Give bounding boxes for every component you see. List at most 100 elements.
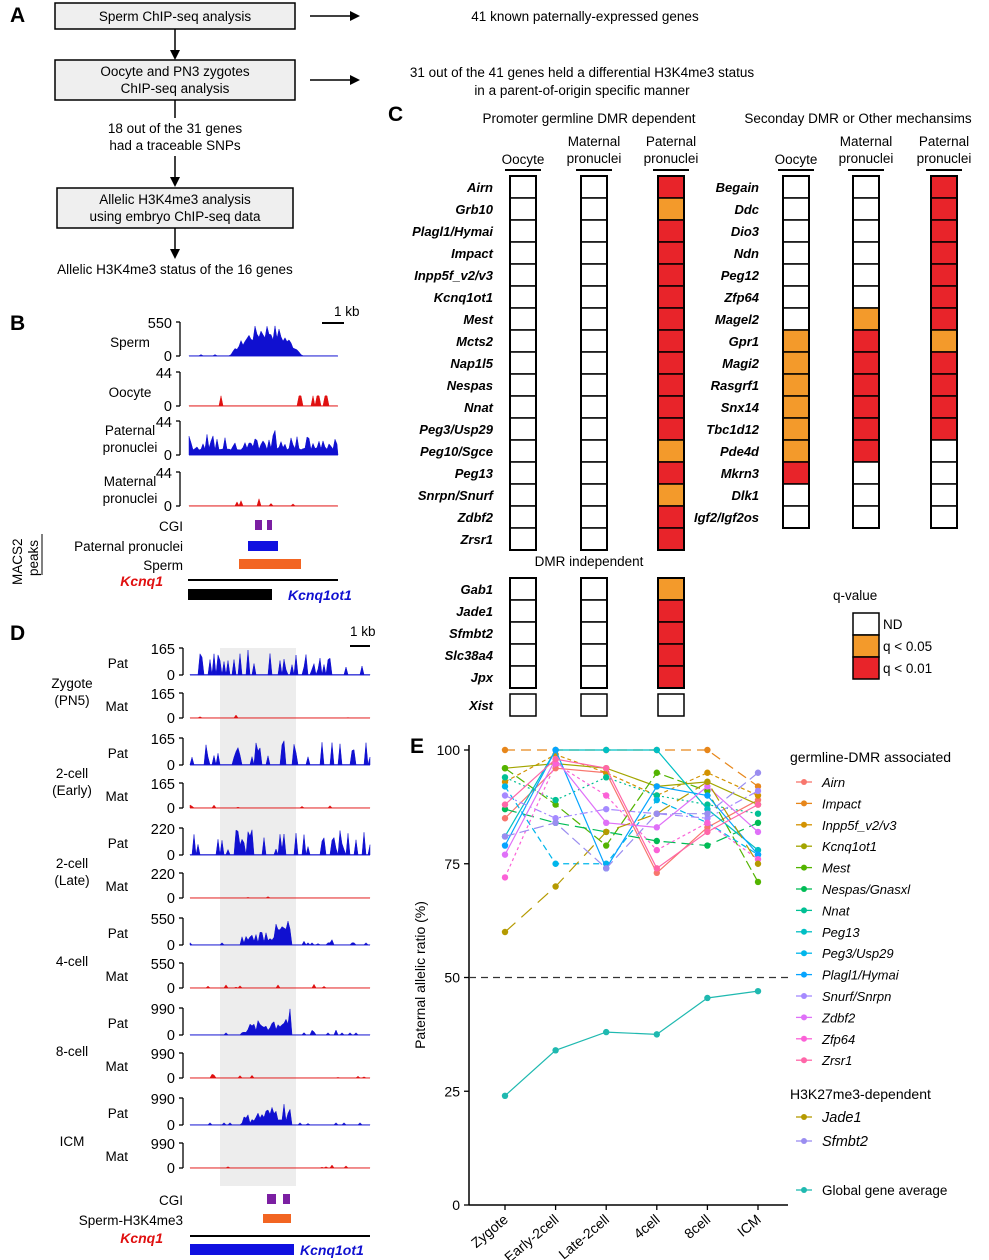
e-point-0-3	[653, 869, 660, 877]
c-right-maternal-cell-15	[852, 505, 880, 529]
c-left-oocyte-cell-6	[509, 307, 537, 331]
c-indep-oocyte-cell-2	[509, 621, 537, 645]
e-point-4-1	[552, 801, 559, 808]
d-stage-5-mat-max: 990	[151, 1137, 175, 1153]
c-left-oocyte-cell-10	[509, 395, 537, 419]
e-legend-label-5: Nespas/Gnasxl	[822, 882, 911, 897]
c-left-paternal-cell-5	[657, 285, 685, 309]
c-right-gene-4: Peg12	[721, 268, 760, 283]
c-indep-gene-1: Jade1	[456, 604, 493, 619]
d-stage-5-mat-min: 0	[167, 1161, 175, 1177]
c-right-maternal-outline	[852, 175, 880, 529]
flow-box-3-text-l2: using embryo ChIP-seq data	[89, 209, 261, 224]
e-point-8-3	[653, 796, 660, 804]
e-series-line-12	[504, 762, 759, 878]
flow-box-2-text-l1: Oocyte and PN3 zygotes	[100, 64, 250, 79]
e-point-2-4	[704, 769, 711, 776]
d-stage-0-pat-signal	[189, 649, 371, 676]
d-stage-2-pat-signal	[189, 829, 371, 856]
c-right-gene-7: Gpr1	[729, 334, 759, 349]
b-track-3-max: 44	[156, 466, 172, 482]
d-stage-0-name-l1: Zygote	[51, 676, 92, 691]
c-right-gene-2: Dio3	[731, 224, 760, 239]
panel-a: A Sperm ChIP-seq analysis 41 known pater…	[10, 2, 754, 277]
e-point-4-3	[653, 769, 660, 776]
e-legend-dot-4	[801, 864, 807, 871]
c-xist-oocyte-cell	[509, 693, 537, 717]
c-right-paternal-cell-3	[930, 241, 958, 265]
flow-box-2-text-l2: ChIP-seq analysis	[121, 81, 230, 96]
e-point-4-2	[603, 842, 610, 849]
d-stage-3-mat-label: Mat	[105, 969, 128, 984]
c-xist-maternal-cell	[580, 693, 608, 717]
e-point-15-0	[501, 833, 509, 840]
e-legend-label-9: Plagl1/Hymai	[822, 968, 900, 983]
e-legend-label-14: Jade1	[821, 1110, 862, 1126]
c-left-oocyte-cell-7	[509, 329, 537, 353]
b-peak-sperm	[239, 559, 301, 569]
d-stage-0-pat-min: 0	[167, 668, 175, 684]
d-stage-1-name-l1: 2-cell	[56, 766, 88, 781]
c-xist-paternal-cell	[657, 693, 685, 717]
c-right-paternal-cell-5	[930, 285, 958, 309]
c-left-gene-15: Zdbf2	[457, 510, 494, 525]
d-stage-5-pat-min: 0	[167, 1118, 175, 1134]
c-left-maternal-outline	[580, 175, 608, 551]
e-series-line-1	[505, 749, 759, 787]
c-legend-title: q-value	[833, 588, 877, 603]
e-legend-label-1: Impact	[822, 796, 862, 811]
c-left-oocyte-cell-8	[509, 351, 537, 375]
d-stage-2-name-l1: 2-cell	[56, 856, 88, 871]
e-point-7-5	[754, 846, 762, 854]
e-point-7-4	[704, 805, 711, 813]
e-point-14-4	[704, 778, 711, 786]
e-point-0-5	[754, 796, 762, 804]
panel-a-label: A	[10, 4, 25, 27]
d-stage-4-pat-label: Pat	[108, 1016, 129, 1031]
e-point-13-1	[552, 755, 559, 763]
d-stage-0-mat-max: 165	[151, 687, 175, 703]
d-stage-3-pat-max: 550	[151, 912, 175, 928]
c-right-oocyte-cell-11	[782, 417, 810, 441]
b-peak-sperm-label: Sperm	[143, 558, 183, 573]
e-legend-group1: germline-DMR associated	[790, 749, 951, 765]
e-legend-label-3: Kcnq1ot1	[822, 839, 877, 854]
b-peak-pat-label: Paternal pronuclei	[74, 539, 183, 554]
flow-box-2	[54, 59, 296, 101]
c-right-oocyte-cell-1	[782, 197, 810, 221]
d-stage-1-mat-max: 165	[151, 777, 175, 793]
c-left-paternal-cell-11	[657, 417, 685, 441]
mid-text-l1: 18 out of the 31 genes	[108, 121, 243, 136]
d-stage-1-pat-max: 165	[151, 732, 175, 748]
panel-b-label: B	[10, 312, 25, 335]
e-point-15-5	[754, 769, 762, 776]
e-legend-label-16: Global gene average	[822, 1183, 947, 1198]
c-right-gene-15: Igf2/Igf2os	[694, 510, 759, 525]
d-stage-2-mat-max: 220	[151, 867, 175, 883]
c-left-paternal-cell-1	[657, 197, 685, 221]
c-left-oocyte-cell-4	[509, 263, 537, 287]
b-macs-l2: peaks	[26, 540, 41, 576]
c-left-paternal-cell-8	[657, 351, 685, 375]
e-legend-label-6: Nnat	[822, 903, 851, 918]
c-right-maternal-cell-12	[852, 439, 880, 463]
flow-box-3	[56, 187, 294, 229]
e-legend-dot-5	[801, 886, 807, 892]
e-point-13-5	[754, 801, 762, 808]
e-point-0-4	[704, 824, 711, 831]
d-stage-2-pat-max: 220	[151, 822, 175, 838]
e-legend-dot-0	[801, 779, 807, 785]
c-left-maternal-cell-4	[580, 263, 608, 287]
c-left-paternal-outline	[657, 175, 685, 551]
c-indep-title: DMR independent	[535, 554, 644, 569]
c-left-paternal-cell-13	[657, 461, 685, 485]
panel-c-label: C	[388, 103, 403, 126]
c-legend-q05-swatch	[852, 634, 880, 658]
c-right-oocyte-cell-7	[782, 329, 810, 353]
e-point-2-0	[501, 778, 509, 786]
c-left-paternal-cell-14	[657, 483, 685, 507]
b-gene-kcnq1-bar	[188, 589, 272, 600]
e-point-11-2	[603, 819, 610, 826]
